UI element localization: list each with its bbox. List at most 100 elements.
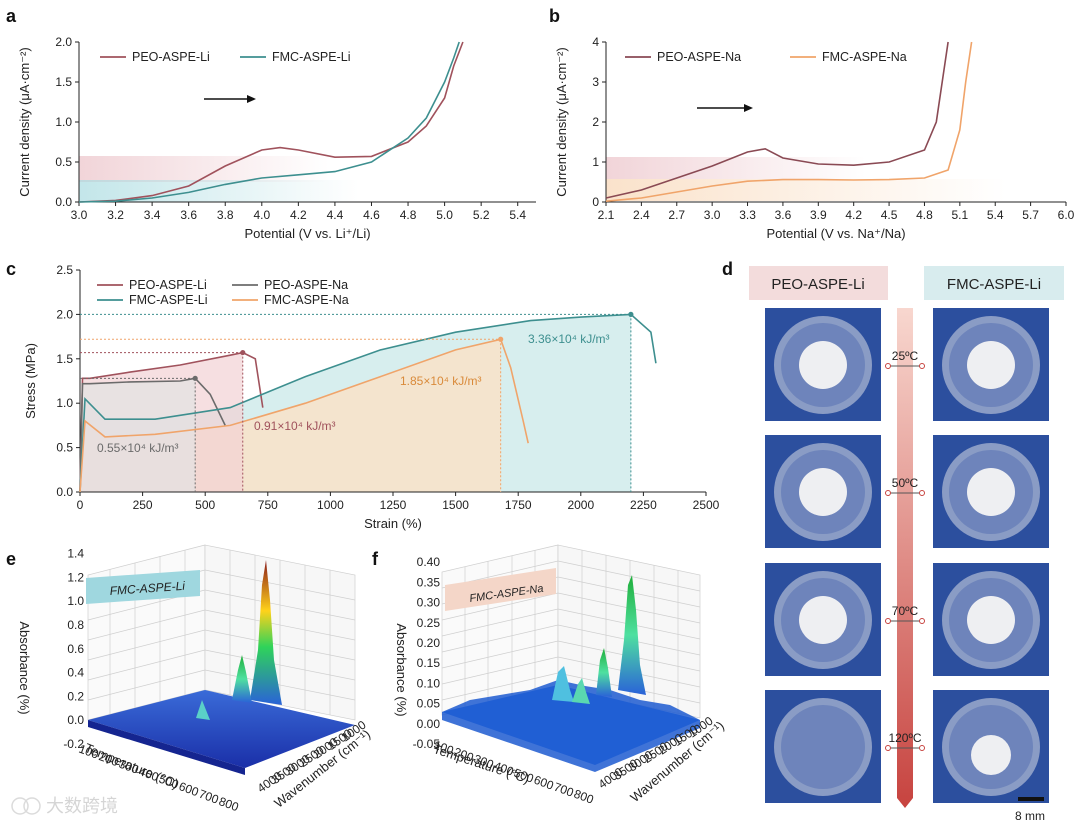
panel-f-peak-2 — [596, 648, 612, 697]
panel-f-peak-4 — [572, 678, 590, 704]
chart-panel-a: 3.0 3.2 3.4 3.6 3.8 4.0 4.2 4.4 4.6 4.8 5.0 5.2 5.4 0… — [17, 35, 536, 241]
a-x-tick-label: 3.4 — [144, 208, 161, 222]
panel-f-main-peak — [618, 575, 646, 695]
e-x-tick-label: 100 — [77, 742, 101, 762]
f-z-tick-label: 0.30 — [417, 596, 441, 610]
c-max-marker — [192, 375, 198, 381]
b-x-tick-label: 3.3 — [739, 208, 756, 222]
watermark-text: 大数跨境 — [46, 796, 118, 817]
a-legend-label: PEO-ASPE-Li — [132, 50, 210, 64]
panel-b-arrowhead — [744, 104, 753, 112]
panel-e-surface-edge — [88, 720, 245, 775]
c-x-tick-label: 250 — [133, 498, 153, 512]
b-y-tick-label: 4 — [592, 35, 599, 49]
panel-e-peak-2 — [232, 655, 252, 703]
c-x-tick-label: 2250 — [630, 498, 657, 512]
f-z-tick-label: 0.00 — [417, 717, 441, 731]
f-x-tick-label: 400 — [492, 759, 516, 779]
sample-film — [967, 341, 1015, 389]
f-x-tick-label: 800 — [572, 787, 596, 807]
panel-b-pink-band — [606, 157, 866, 179]
c-y-axis-title: Stress (MPa) — [23, 343, 38, 419]
panel-b-orange-band — [606, 179, 1006, 201]
f-z-tick-label: 0.05 — [417, 697, 441, 711]
panel-d-right-header: FMC-ASPE-Li — [947, 276, 1041, 293]
b-x-tick-label: 3.9 — [810, 208, 827, 222]
b-x-tick-label: 4.5 — [881, 208, 898, 222]
c-x-tick-label: 1750 — [505, 498, 532, 512]
panel-letter-c: c — [6, 259, 16, 279]
scale-bar — [1018, 797, 1044, 801]
b-x-tick-label: 3.0 — [704, 208, 721, 222]
c-energy-annotation: 0.91×10⁴ kJ/m³ — [254, 419, 336, 433]
panel-b-decoration — [606, 104, 1006, 201]
c-x-tick-label: 750 — [258, 498, 278, 512]
a-y-tick-label: 1.5 — [55, 75, 72, 89]
panel-e-base-surface — [88, 690, 355, 768]
a-y-axis-title: Current density (μA·cm⁻²) — [17, 47, 32, 196]
a-x-tick-label: 5.4 — [509, 208, 526, 222]
e-z-tick-label: 0.2 — [67, 689, 84, 703]
b-x-tick-label: 6.0 — [1058, 208, 1075, 222]
f-x-tick-label: 100 — [432, 738, 456, 758]
c-max-marker — [240, 349, 246, 356]
c-y-tick-label: 2.0 — [56, 307, 73, 321]
c-legend-label: FMC-ASPE-Li — [129, 293, 207, 307]
panel-a-arrowhead — [247, 95, 256, 103]
f-z-tick-label: 0.15 — [417, 656, 441, 670]
b-x-tick-label: 4.8 — [916, 208, 933, 222]
temperature-marker-dot — [919, 363, 925, 369]
scale-bar-label: 8 mm — [1015, 809, 1045, 823]
panel-d-photos: 25ºC 50ºC 70ºC 120ºC — [765, 308, 1049, 803]
a-x-tick-label: 4.4 — [327, 208, 344, 222]
e-x-tick-label: 300 — [117, 757, 141, 777]
c-x-tick-label: 1500 — [442, 498, 469, 512]
c-x-tick-label: 1250 — [380, 498, 407, 512]
panel-e-label-box — [86, 570, 200, 604]
c-energy-annotation: 3.36×10⁴ kJ/m³ — [528, 332, 610, 346]
petri-dish-rim — [774, 698, 872, 796]
temperature-marker-dot — [885, 745, 891, 751]
panel-e-grid — [87, 544, 356, 721]
e-x-tick-label: 700 — [197, 787, 221, 807]
panel-f-peak-3 — [552, 666, 574, 702]
a-x-tick-label: 3.2 — [107, 208, 124, 222]
e-z-tick-label: 0.6 — [67, 642, 84, 656]
c-legend-label: PEO-ASPE-Na — [264, 278, 348, 292]
a-x-tick-label: 4.2 — [290, 208, 307, 222]
c-x-tick-label: 0 — [77, 498, 84, 512]
e-z-tick-label: 0.4 — [67, 666, 84, 680]
b-x-tick-label: 2.1 — [598, 208, 615, 222]
temperature-label: 50ºC — [892, 476, 919, 490]
c-y-tick-label: 1.0 — [56, 396, 73, 410]
panel-f-surface-ridge — [442, 680, 700, 772]
e-z-tick-label: 1.4 — [67, 547, 84, 561]
a-x-tick-label: 4.6 — [363, 208, 380, 222]
a-x-axis-title: Potential (V vs. Li⁺/Li) — [244, 226, 370, 241]
e-x-tick-label: 800 — [217, 794, 241, 814]
f-x-tick-label: 200 — [452, 745, 476, 765]
panel-e-peak-3 — [196, 700, 210, 720]
a-y-tick-label: 1.0 — [55, 115, 72, 129]
b-x-tick-label: 3.6 — [775, 208, 792, 222]
panel-d-left-header: PEO-ASPE-Li — [771, 276, 864, 293]
c-x-tick-label: 500 — [195, 498, 215, 512]
temperature-marker-dot — [885, 618, 891, 624]
panel-e-label: FMC-ASPE-Li — [109, 579, 185, 598]
f-z-tick-label: -0.05 — [413, 737, 441, 751]
temperature-label: 70ºC — [892, 604, 919, 618]
temperature-marker-dot — [919, 745, 925, 751]
e-z-tick-label: 1.0 — [67, 594, 84, 608]
e-z-tick-label: 0.0 — [67, 713, 84, 727]
b-x-axis-title: Potential (V vs. Na⁺/Na) — [766, 226, 905, 241]
sample-film — [799, 341, 847, 389]
sample-film — [967, 468, 1015, 516]
a-x-tick-label: 5.0 — [436, 208, 453, 222]
panel-letter-e: e — [6, 549, 16, 569]
b-y-tick-label: 2 — [592, 115, 599, 129]
c-x-tick-label: 2000 — [567, 498, 594, 512]
a-y-tick-label: 0.0 — [55, 195, 72, 209]
b-series-line-1 — [605, 41, 949, 199]
a-series-line-1 — [78, 41, 464, 203]
c-x-tick-label: 1000 — [317, 498, 344, 512]
